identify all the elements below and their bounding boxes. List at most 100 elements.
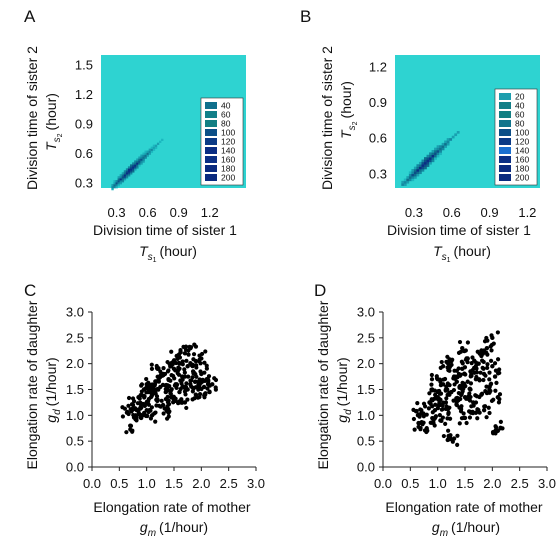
scatter-point <box>148 395 154 400</box>
scatter-point <box>153 419 158 424</box>
scatter-point <box>454 402 459 407</box>
scatter-point <box>139 389 144 394</box>
scatter-point <box>128 423 134 428</box>
heatmap-cell <box>161 138 164 142</box>
scatter-point <box>467 415 473 420</box>
scatter-point <box>487 370 492 375</box>
scatter-point <box>134 417 139 422</box>
scatter-point <box>414 408 419 414</box>
x-axis-symbol-label: gm (1/hour) <box>140 519 208 539</box>
y-tick-label: 0.5 <box>357 434 375 449</box>
scatter-point <box>496 400 502 405</box>
scatter-point <box>144 390 149 395</box>
heatmap-cell <box>418 166 422 170</box>
scatter-point <box>180 384 185 389</box>
heatmap-cell <box>406 176 410 179</box>
heatmap-cell <box>152 146 156 149</box>
scatter-point <box>182 351 188 356</box>
scatter-point <box>495 357 501 362</box>
heatmap-cell <box>429 161 432 165</box>
heatmap-cell <box>439 152 442 156</box>
heatmap-cell <box>426 157 430 160</box>
x-tick-label: 0.5 <box>401 476 419 491</box>
scatter-point <box>143 386 148 391</box>
scatter-point <box>487 390 492 395</box>
scatter-point <box>438 391 444 396</box>
heatmap-cell <box>140 156 143 159</box>
x-tick-label: 0.9 <box>170 205 188 220</box>
heatmap-cell <box>426 161 430 165</box>
heatmap-cell <box>144 154 147 157</box>
heatmap-cell <box>130 164 133 167</box>
scatter-point <box>154 379 159 384</box>
scatter-point <box>185 364 190 369</box>
y-tick-label: 0.9 <box>369 95 387 110</box>
scatter-point <box>472 358 477 363</box>
axes: 0.0 0.5 1.0 1.5 2.0 2.5 3.0 0.0 0.5 1.0 1.5 2.0 2.5 3… <box>357 305 556 492</box>
scatter-point <box>200 379 205 384</box>
panel-c-scatter: 0.0 0.5 1.0 1.5 2.0 2.5 3.0 0.0 0.5 1.0 1.5 2.0 2.5 3… <box>24 300 265 539</box>
x-tick-label: 1.2 <box>201 205 219 220</box>
scatter-point <box>194 365 199 370</box>
scatter-point <box>148 416 154 421</box>
heatmap-cell <box>444 145 447 148</box>
heatmap-cell <box>401 180 405 184</box>
legend-swatch <box>499 165 511 172</box>
scatter-point <box>165 404 170 409</box>
y-axis-symbol-label: Ts2(hour) <box>338 81 359 139</box>
x-tick-label: 2.0 <box>483 476 501 491</box>
heatmap-cell <box>138 156 141 159</box>
x-tick-label: 0.5 <box>110 476 128 491</box>
scatter-point <box>455 433 460 438</box>
heatmap-cell <box>408 176 412 179</box>
heatmap-cell <box>130 170 133 173</box>
scatter-point <box>480 350 485 355</box>
scatter-point <box>139 382 145 387</box>
heatmap-cell <box>136 164 139 167</box>
scatter-point <box>421 401 427 406</box>
scatter-point <box>495 371 501 376</box>
heatmap-cell <box>119 176 123 179</box>
scatter-point <box>129 402 135 407</box>
scatter-point <box>191 386 196 391</box>
heatmap-cell <box>431 152 435 156</box>
heatmap-cell <box>411 176 415 179</box>
scatter-point <box>427 391 432 396</box>
scatter-point <box>457 383 463 389</box>
panel-letter-c: C <box>24 281 36 300</box>
legend-label: 200 <box>221 173 235 183</box>
heatmap-cell <box>150 150 154 153</box>
scatter-point <box>418 425 423 431</box>
heatmap-cell <box>132 168 135 171</box>
scatter-point <box>144 413 149 419</box>
scatter-point <box>459 406 464 412</box>
heatmap-cell <box>117 182 120 185</box>
heatmap-cell <box>152 144 156 147</box>
heatmap-cell <box>146 150 149 153</box>
scatter-point <box>191 357 196 362</box>
heatmap-cell <box>444 140 447 144</box>
y-tick-label: 2.0 <box>66 356 84 371</box>
scatter-point <box>497 367 502 372</box>
heatmap-cell <box>401 183 405 186</box>
y-axis-symbol-label: gd(1/hour) <box>334 357 354 422</box>
scatter-point <box>182 370 187 375</box>
scatter-point <box>421 420 426 425</box>
heatmap-cell <box>411 171 415 175</box>
y-axis-symbol-label: gd(1/hour) <box>43 357 63 422</box>
scatter-point <box>460 386 465 392</box>
x-axis-symbol-label: gm (1/hour) <box>432 519 500 539</box>
scatter-point <box>479 392 484 397</box>
scatter-point <box>434 374 439 379</box>
heatmap-cell <box>434 157 437 160</box>
scatter-point <box>120 414 126 419</box>
heatmap-cell <box>413 166 417 170</box>
scatter-point <box>494 380 499 386</box>
legend-label: 60 <box>221 110 231 120</box>
legend-label: 160 <box>221 155 235 165</box>
scatter-point <box>489 348 494 353</box>
scatter-point <box>418 407 423 412</box>
scatter-point <box>146 402 151 407</box>
x-tick-label: 0.3 <box>405 205 423 220</box>
heatmap-cell <box>431 150 435 153</box>
